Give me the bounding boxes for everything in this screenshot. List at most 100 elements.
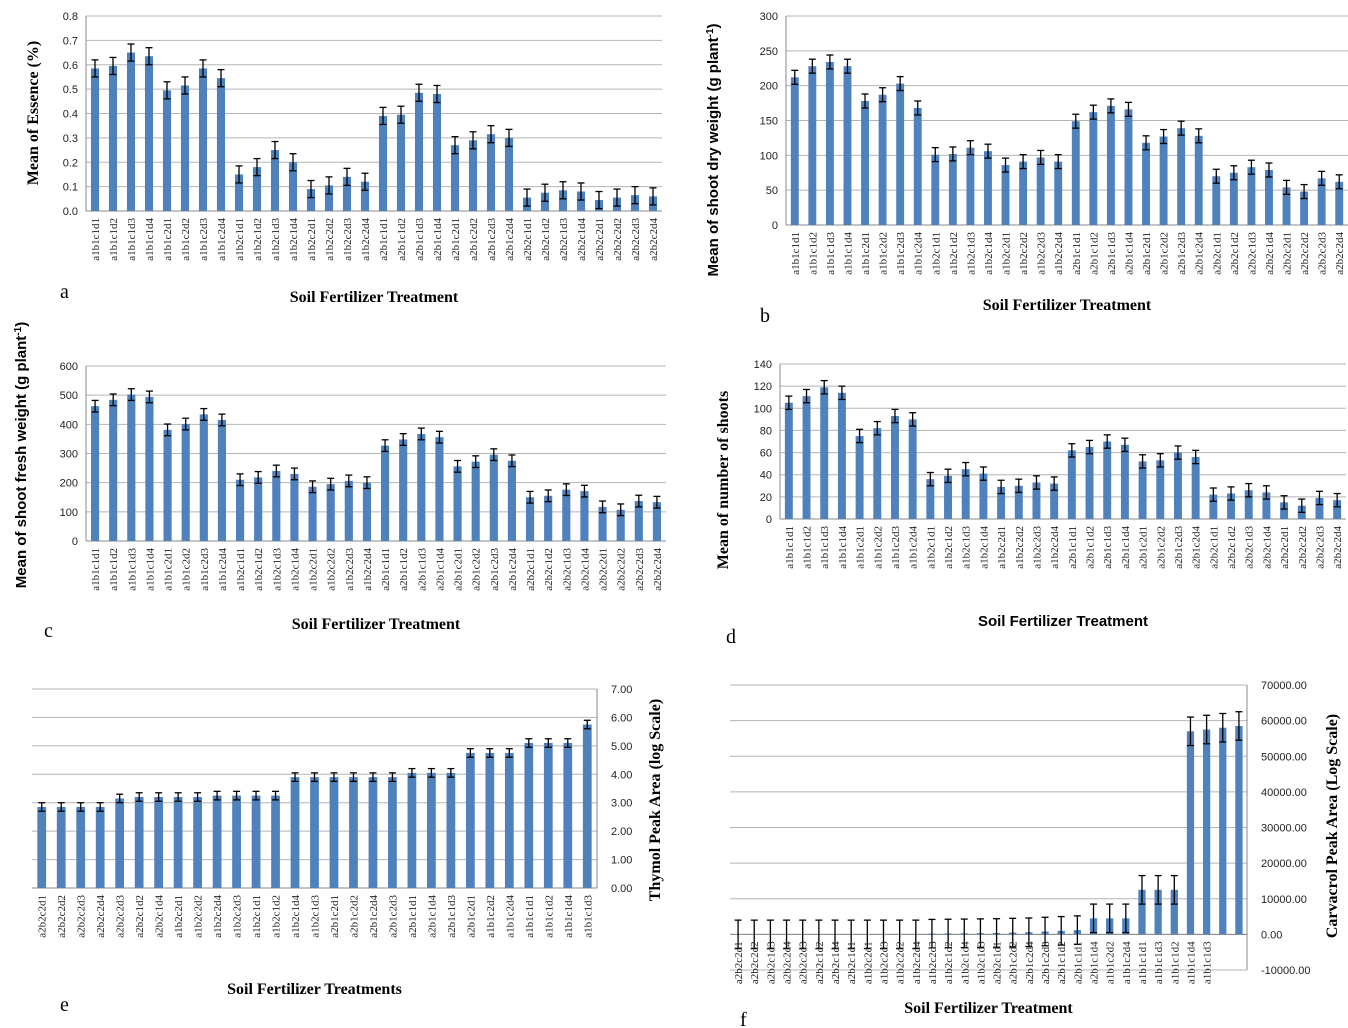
bar-a2b2c1d4 — [580, 491, 589, 541]
error-bar — [826, 54, 834, 70]
x-tick-label: a2b1c1d2 — [1056, 941, 1068, 984]
error-bar — [1262, 485, 1270, 500]
bar-a1b2c2d4 — [212, 795, 222, 888]
x-tick-label: a1b1c2d1 — [162, 218, 174, 261]
bar-a2b1c1d1 — [380, 445, 390, 541]
error-bar — [427, 767, 435, 778]
y-tick-label: 0.1 — [63, 182, 78, 194]
bar-a1b2c2d4 — [362, 482, 372, 541]
bar-a2b2c1d3 — [1247, 167, 1256, 225]
y-tick-label: 400 — [60, 419, 78, 431]
x-tick-label: a2b2c2d2 — [56, 895, 68, 938]
error-bar — [164, 423, 172, 437]
x-tick-label: a2b1c1d1 — [1071, 232, 1083, 275]
x-tick-label: a2b2c2d3 — [1314, 526, 1326, 569]
panel-label: c — [44, 620, 53, 642]
x-tick-label: a2b1c1d4 — [432, 218, 444, 261]
bar-a2b2c1d4 — [576, 191, 586, 211]
bar-a2b1c2d2 — [1156, 460, 1165, 519]
error-bar — [562, 483, 570, 497]
chart-panel-b: 0 50 100 150 200 250 300 a1b1c1d1 a1b1c1d2 a1b1c1… — [705, 11, 1348, 327]
error-bar — [447, 767, 455, 778]
bar-a2b1c1d3 — [446, 772, 456, 888]
bar-a1b2c2d3 — [1036, 157, 1045, 225]
bar-a2b1c1d4 — [427, 772, 436, 888]
y-tick-label: 0 — [72, 536, 78, 548]
chart-panel-a: 0.0 0.1 0.2 0.3 0.4 0.5 0.6 0.7 0.8 a1b1c1d1 a1b1c… — [25, 11, 662, 306]
y-tick-label: 70000.00 — [1261, 680, 1307, 692]
y-tick-label: 200 — [760, 81, 778, 93]
error-bar — [541, 183, 549, 202]
x-tick-label: a1b2c2d2 — [193, 895, 205, 938]
x-tick-label: a1b2c2d1 — [308, 548, 320, 591]
bar-a2b1c2d4 — [504, 137, 514, 211]
error-bar — [236, 473, 244, 487]
x-tick-label: a2b1c1d4 — [1120, 526, 1132, 569]
error-bar — [912, 919, 920, 950]
x-tick-label: a2b1c1d3 — [1106, 232, 1118, 275]
error-bar — [815, 919, 823, 950]
panel-label: e — [60, 994, 69, 1016]
x-tick-label: a1b2c2d1 — [996, 526, 1008, 569]
x-tick-label: a1b1c1d4 — [144, 548, 156, 591]
bar-a2b2c2d3 — [1317, 178, 1326, 225]
panel-label: d — [726, 626, 736, 648]
error-bar — [1037, 149, 1045, 166]
chart-panel-c: 0 100 200 300 400 500 600 a1b1c1d1 a1b1c1d2 a1b1c… — [13, 322, 666, 642]
x-tick-label: a2b2c1d1 — [522, 218, 534, 261]
error-bar — [1333, 492, 1341, 508]
x-tick-label: a2b2c1d2 — [1226, 526, 1238, 569]
y-tick-label: 40000.00 — [1261, 787, 1307, 799]
bar-a1b2c1d4 — [979, 473, 988, 519]
bar-a1b2c1d1 — [235, 479, 245, 541]
x-tick-label: a1b1c1d3 — [819, 526, 831, 569]
chart-panel-d: 0 20 40 60 80 100 120 140 a1b1c1d1 a1b1c1d2 a1b1c1… — [715, 359, 1346, 648]
bar-a1b2c1d3 — [310, 777, 319, 888]
bar-a1b1c2d2 — [878, 94, 887, 226]
error-bar — [116, 793, 124, 804]
bar-a2b2c1d4 — [1265, 169, 1273, 225]
x-tick-label: a2b1c2d1 — [329, 895, 341, 938]
error-bar — [1032, 475, 1040, 490]
error-bar — [199, 59, 207, 78]
x-tick-label: a1b1c1d1 — [784, 526, 796, 569]
error-bar — [1192, 449, 1200, 465]
bar-a1b2c1d1 — [251, 795, 261, 888]
error-bar — [1209, 487, 1217, 502]
bar-a1b1c1d1 — [790, 77, 799, 225]
x-tick-label: a2b2c2d2 — [1297, 526, 1309, 569]
error-bar — [327, 477, 335, 491]
bar-a1b2c2d1 — [173, 797, 183, 888]
bar-a1b1c1d2 — [808, 66, 817, 225]
x-tick-label: a2b1c2d3 — [1040, 941, 1052, 984]
panel-label: a — [60, 281, 69, 303]
error-bar — [1235, 711, 1243, 741]
bar-a1b1c2d3 — [890, 416, 899, 519]
error-bar — [233, 790, 241, 801]
x-tick-label: a2b1c1d4 — [426, 895, 438, 938]
error-bar — [505, 748, 513, 758]
bar-a1b2c1d2 — [271, 795, 280, 888]
bar-a2b1c1d3 — [1106, 105, 1115, 225]
error-bar — [486, 748, 494, 758]
error-bar — [174, 792, 182, 802]
error-bar — [361, 172, 369, 191]
bar-a2b2c1d2 — [134, 797, 144, 888]
y-tick-label: 5.00 — [611, 741, 632, 753]
x-tick-label: a1b2c1d2 — [252, 218, 264, 261]
bar-a1b1c1d2 — [109, 399, 118, 541]
bar-a2b1c1d4 — [432, 94, 442, 211]
x-tick-label: a1b2c2d4 — [1049, 526, 1061, 569]
x-tick-label: a1b2c2d1 — [306, 218, 318, 261]
x-tick-label: a2b2c2d2 — [1299, 232, 1311, 275]
bar-a1b1c2d4 — [504, 752, 514, 888]
error-bar — [1002, 157, 1010, 173]
error-bar — [997, 479, 1005, 495]
bar-a1b2c1d1 — [234, 174, 244, 211]
error-bar — [77, 802, 85, 812]
x-tick-label: a2b1c1d3 — [416, 548, 428, 591]
bar-a1b1c2d2 — [180, 85, 190, 211]
x-tick-label: a1b1c2d1 — [163, 548, 175, 591]
x-tick-label: a1b2c1d4 — [959, 941, 971, 984]
x-tick-label: a2b2c2d4 — [1332, 526, 1344, 569]
